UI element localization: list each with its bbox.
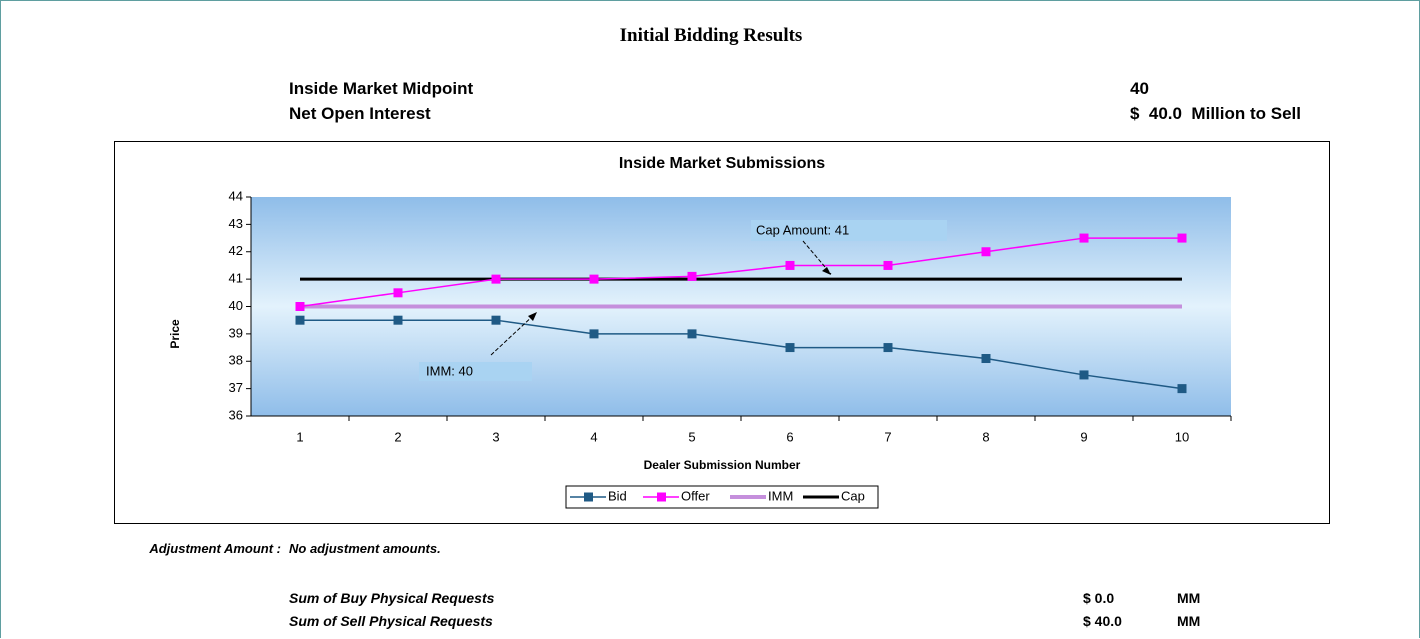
annotation-box bbox=[419, 362, 532, 381]
marker bbox=[393, 288, 403, 298]
marker bbox=[785, 260, 795, 270]
arrow bbox=[490, 313, 536, 356]
summary-value: $ 40.0 bbox=[1083, 613, 1122, 629]
marker bbox=[295, 315, 305, 325]
marker bbox=[785, 343, 795, 353]
y-tick-label: 36 bbox=[229, 407, 243, 422]
marker bbox=[1177, 233, 1187, 243]
legend-marker bbox=[657, 492, 666, 502]
y-tick-label: 40 bbox=[229, 298, 243, 313]
y-tick-label: 39 bbox=[229, 325, 243, 340]
y-tick-label: 43 bbox=[229, 216, 243, 231]
x-tick-label: 5 bbox=[688, 429, 695, 444]
arrowhead bbox=[822, 267, 831, 275]
series-line bbox=[300, 319, 1183, 390]
x-tick-label: 9 bbox=[1080, 429, 1087, 444]
y-tick-label: 38 bbox=[229, 353, 243, 368]
x-tick-label: 4 bbox=[590, 429, 597, 444]
row-value: 40 bbox=[1130, 79, 1149, 98]
y-axis-label: Price bbox=[168, 319, 182, 349]
legend-label: Bid bbox=[608, 488, 627, 503]
annotation-box bbox=[751, 220, 947, 241]
adjustment-label: Adjustment Amount : bbox=[149, 541, 281, 556]
marker bbox=[393, 315, 403, 325]
row-label: Inside Market Midpoint bbox=[289, 79, 474, 98]
chart: Inside Market Submissions Price Dealer S… bbox=[114, 141, 1330, 524]
legend: Bid Offer IMM Cap bbox=[565, 485, 879, 509]
x-tick-label: 10 bbox=[1175, 429, 1189, 444]
page-title: Initial Bidding Results bbox=[619, 25, 803, 46]
y-tick-label: 41 bbox=[229, 271, 243, 286]
summary-value: $ 0.0 bbox=[1083, 590, 1115, 606]
arrowhead bbox=[528, 312, 537, 321]
x-tick-label: 7 bbox=[884, 429, 891, 444]
x-tick-label: 2 bbox=[394, 429, 401, 444]
marker bbox=[687, 329, 697, 339]
marker bbox=[687, 271, 697, 281]
marker bbox=[589, 329, 599, 339]
x-tick-label: 8 bbox=[982, 429, 989, 444]
series-line bbox=[299, 237, 1182, 308]
marker bbox=[1079, 370, 1089, 380]
y-tick-label: 37 bbox=[229, 380, 243, 395]
legend-label: Offer bbox=[681, 488, 710, 503]
marker bbox=[883, 343, 893, 353]
x-axis-label: Dealer Submission Number bbox=[644, 458, 801, 472]
summary-unit: MM bbox=[1177, 590, 1201, 606]
x-tick-label: 3 bbox=[492, 429, 499, 444]
marker bbox=[491, 274, 501, 284]
marker bbox=[1079, 233, 1089, 243]
row-value: $ 40.0 Million to Sell bbox=[1130, 104, 1301, 123]
adjustment-text: No adjustment amounts. bbox=[289, 541, 441, 556]
y-tick-label: 44 bbox=[229, 188, 243, 203]
summary-unit: MM bbox=[1177, 613, 1201, 629]
legend-label: IMM bbox=[768, 488, 793, 503]
annotation: Cap Amount: 41 bbox=[756, 222, 849, 237]
marker bbox=[589, 274, 599, 284]
legend-label: Cap bbox=[841, 488, 865, 503]
marker bbox=[491, 315, 501, 325]
x-tick-label: 6 bbox=[786, 429, 793, 444]
annotation: IMM: 40 bbox=[426, 363, 473, 378]
marker bbox=[1177, 384, 1187, 394]
summary-label: Sum of Buy Physical Requests bbox=[289, 590, 495, 606]
x-tick-label: 1 bbox=[296, 429, 303, 444]
chart-title: Inside Market Submissions bbox=[619, 155, 825, 172]
summary-label: Sum of Sell Physical Requests bbox=[289, 613, 493, 629]
marker bbox=[883, 260, 893, 270]
row-label: Net Open Interest bbox=[289, 104, 431, 123]
marker bbox=[981, 354, 991, 364]
y-tick-label: 42 bbox=[229, 243, 243, 258]
legend-marker bbox=[584, 492, 593, 502]
marker bbox=[295, 302, 305, 311]
marker bbox=[981, 247, 991, 257]
legend-frame bbox=[565, 485, 879, 509]
